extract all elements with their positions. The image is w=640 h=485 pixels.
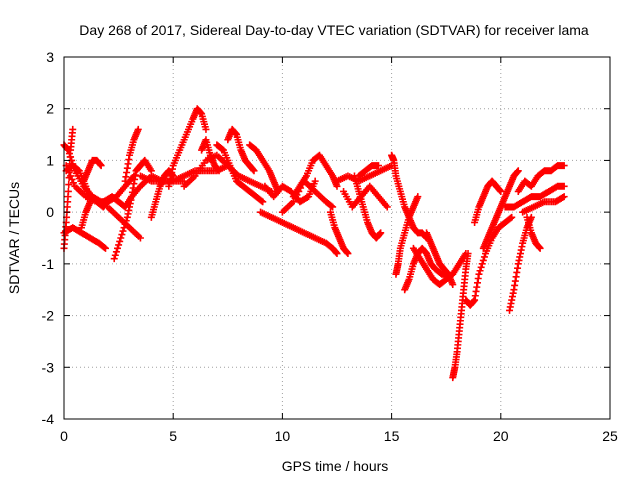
x-tick-label: 5 bbox=[169, 428, 177, 444]
y-tick-label: 2 bbox=[46, 101, 54, 117]
series-prn-ai bbox=[471, 177, 505, 226]
data-point-markers bbox=[326, 208, 352, 258]
data-point-markers bbox=[104, 203, 144, 242]
x-tick-label: 15 bbox=[384, 428, 400, 444]
y-tick-label: 1 bbox=[46, 152, 54, 168]
series-prn-j bbox=[104, 203, 144, 242]
data-point-markers bbox=[462, 213, 516, 309]
x-tick-label: 25 bbox=[602, 428, 618, 444]
data-point-markers bbox=[224, 125, 258, 175]
data-point-markers bbox=[257, 208, 341, 258]
data-point-markers bbox=[423, 229, 457, 289]
data-point-markers bbox=[165, 105, 210, 190]
y-tick-label: -2 bbox=[42, 308, 55, 324]
series-prn-al bbox=[501, 182, 568, 211]
data-points bbox=[60, 105, 568, 382]
y-tick-label: -3 bbox=[42, 359, 55, 375]
data-point-markers bbox=[246, 141, 282, 195]
data-point-markers bbox=[479, 167, 522, 252]
series-prn-y bbox=[340, 182, 391, 211]
x-tick-label: 20 bbox=[493, 428, 509, 444]
data-point-markers bbox=[340, 182, 391, 211]
series-prn-am bbox=[514, 162, 568, 195]
data-point-markers bbox=[523, 213, 544, 252]
data-point-markers bbox=[110, 156, 155, 263]
data-point-markers bbox=[392, 193, 422, 278]
plot-frame bbox=[63, 56, 611, 420]
series-prn-p bbox=[213, 141, 267, 206]
series-prn-r bbox=[246, 141, 282, 195]
series-prn-g bbox=[110, 156, 155, 263]
chart-title: Day 268 of 2017, Sidereal Day-to-day VTE… bbox=[79, 22, 589, 38]
data-point-markers bbox=[355, 162, 382, 180]
series-prn-aa bbox=[355, 162, 382, 180]
data-point-markers bbox=[449, 250, 472, 382]
x-axis-label: GPS time / hours bbox=[282, 458, 389, 474]
series-prn-z bbox=[350, 172, 385, 242]
y-tick-label: -4 bbox=[42, 411, 55, 427]
data-point-markers bbox=[350, 172, 385, 242]
series-prn-an bbox=[523, 213, 544, 252]
y-tick-label: -1 bbox=[42, 256, 55, 272]
data-point-markers bbox=[278, 177, 337, 216]
series-prn-ag bbox=[449, 250, 472, 382]
axis-ticks: 0 5 10 15 20 25 -4 -3 -2 -1 0 1 2 3 bbox=[42, 49, 618, 444]
data-point-markers bbox=[519, 193, 568, 216]
data-point-markers bbox=[471, 177, 505, 226]
data-point-markers bbox=[501, 182, 568, 211]
series-prn-h bbox=[121, 125, 142, 185]
x-tick-label: 0 bbox=[60, 428, 68, 444]
y-axis-label: SDTVAR / TECUs bbox=[6, 182, 22, 294]
y-tick-label: 3 bbox=[46, 49, 54, 65]
data-point-markers bbox=[198, 136, 223, 175]
data-point-markers bbox=[121, 125, 142, 185]
series-prn-s bbox=[257, 208, 341, 258]
data-point-markers bbox=[213, 141, 267, 206]
data-point-markers bbox=[80, 156, 105, 185]
series-prn-w bbox=[326, 208, 352, 258]
series-prn-v bbox=[278, 177, 337, 216]
x-tick-label: 10 bbox=[275, 428, 291, 444]
series-prn-q bbox=[224, 125, 258, 175]
series-prn-f bbox=[80, 156, 105, 185]
series-prn-ah bbox=[462, 213, 516, 309]
series-prn-o bbox=[198, 136, 223, 175]
data-point-markers bbox=[514, 162, 568, 195]
series-prn-aj bbox=[479, 167, 522, 252]
series-prn-ac bbox=[392, 193, 422, 278]
series-prn-af bbox=[423, 229, 457, 289]
y-tick-label: 0 bbox=[46, 204, 54, 220]
series-prn-ao bbox=[519, 193, 568, 216]
grid bbox=[64, 57, 610, 419]
series-prn-m bbox=[165, 105, 210, 190]
